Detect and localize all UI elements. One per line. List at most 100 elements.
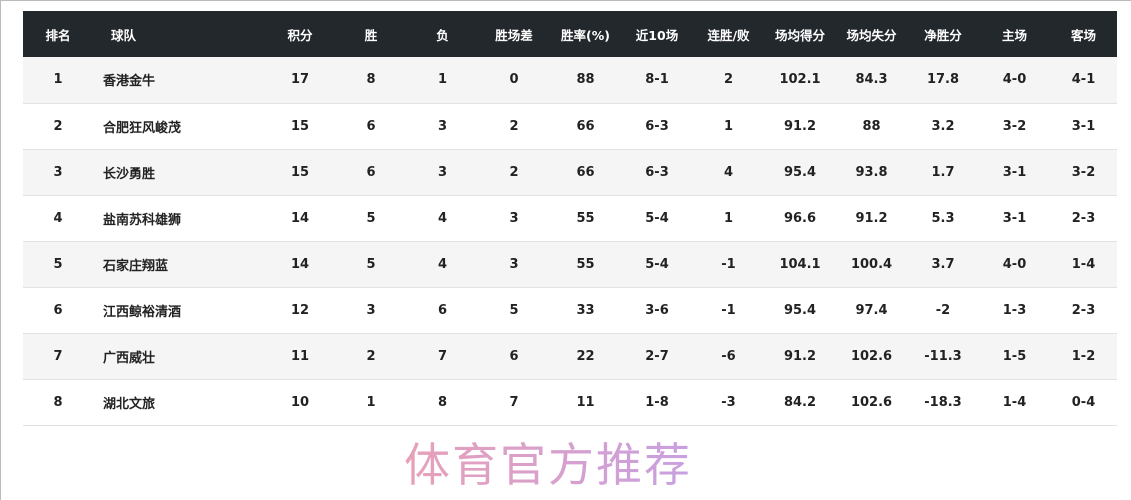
table-row: 5 石家庄翔蓝 14 5 4 3 55 5-4 -1 104.1 100.4 3.7 4-0 1-4: [23, 241, 1117, 287]
table-cell: 4-0: [1002, 256, 1027, 272]
column-header[interactable]: 场均得分: [774, 27, 825, 43]
table-cell: 2-3: [1071, 210, 1096, 226]
table-cell: 1-8: [645, 394, 669, 410]
column-header[interactable]: 负: [436, 27, 449, 43]
table-cell: 84.2: [783, 394, 817, 410]
table-cell: 3: [437, 164, 448, 180]
team-name: 广西威壮: [103, 350, 156, 366]
table-row: 6 江西鲸裕清酒 12 3 6 5 33 3-6 -1 95.4 97.4 -2 1-3 2-3: [23, 287, 1117, 333]
table-cell: 66: [576, 118, 595, 134]
table-cell: 97.4: [855, 302, 888, 318]
column-header[interactable]: 客场: [1070, 27, 1096, 43]
standings-table: 排名 球队 积分胜负胜场差 胜率(%) 近10场 连胜/败 场均得分 场均失分 净胜分 主场 客场 …: [23, 11, 1117, 426]
table-cell: 1: [723, 210, 734, 226]
table-cell: 3: [366, 302, 376, 318]
table-cell: 3: [509, 256, 519, 272]
table-cell: 3-1: [1071, 118, 1096, 134]
table-cell: 1: [53, 72, 63, 88]
table-cell: 3-1: [1002, 164, 1027, 180]
table-cell: 12: [290, 302, 310, 318]
table-cell: 3: [437, 118, 448, 134]
table-cell: 10: [290, 394, 310, 410]
table-cell: 1-5: [1002, 348, 1027, 364]
table-cell: 8-1: [645, 72, 669, 88]
table-cell: 8: [53, 394, 63, 410]
table-cell: 93.8: [855, 164, 888, 180]
table-cell: -2: [935, 302, 951, 318]
team-name: 盐南苏科雄狮: [103, 212, 182, 228]
table-cell: 7: [437, 348, 448, 364]
table-cell: 102.6: [850, 348, 893, 364]
table-cell: 88: [576, 72, 595, 88]
table-cell: -1: [721, 256, 736, 272]
table-cell: 6: [366, 164, 376, 180]
column-header[interactable]: 近10场: [635, 27, 679, 43]
table-cell: 8: [437, 394, 448, 410]
table-cell: 14: [290, 210, 310, 226]
column-header[interactable]: 胜: [364, 27, 378, 43]
table-cell: 1.7: [931, 164, 955, 180]
table-cell: 5-4: [645, 210, 669, 226]
team-name: 湖北文旅: [103, 396, 156, 412]
table-cell: 2-7: [645, 348, 669, 364]
table-cell: 102.6: [850, 394, 893, 410]
table-row: 7 广西威壮 11 2 7 6 22 2-7 -6 91.2 102.6 -11.3 1-5 1-2: [23, 333, 1117, 379]
table-cell: 15: [290, 118, 310, 134]
column-header[interactable]: 场均失分: [846, 27, 897, 43]
table-cell: 6-3: [645, 164, 669, 180]
table-cell: 2: [723, 72, 734, 88]
table-cell: 3-6: [645, 302, 669, 318]
table-cell: 3.2: [931, 118, 955, 134]
table-cell: 11: [576, 394, 595, 410]
table-cell: 8: [366, 72, 376, 88]
table-cell: 1: [366, 394, 376, 410]
watermark: 体育官方推荐: [404, 438, 692, 492]
table-cell: 100.4: [850, 256, 893, 272]
table-cell: 3: [53, 164, 63, 180]
column-header[interactable]: 连胜/败: [707, 27, 750, 43]
team-name: 长沙勇胜: [103, 166, 156, 182]
table-row: 4 盐南苏科雄狮 14 5 4 3 55 5-4 1 96.6 91.2 5.3 3-1 2-3: [23, 195, 1117, 241]
table-cell: 55: [576, 210, 595, 226]
table-cell: 3-2: [1002, 118, 1027, 134]
table-cell: 91.2: [783, 348, 817, 364]
table-cell: 2: [53, 118, 63, 134]
table-cell: 4: [437, 210, 448, 226]
column-header[interactable]: 积分: [287, 27, 313, 43]
table-cell: 5: [366, 256, 376, 272]
team-name: 江西鲸裕清酒: [103, 304, 182, 320]
table-cell: 4: [723, 164, 734, 180]
column-header[interactable]: 净胜分: [924, 27, 962, 43]
table-cell: 0: [509, 72, 519, 88]
table-cell: 102.1: [779, 72, 821, 88]
table-cell: 0-4: [1071, 394, 1096, 410]
table-cell: 14: [290, 256, 310, 272]
table-cell: 6-3: [645, 118, 669, 134]
table-cell: 11: [290, 348, 310, 364]
table-row: 8 湖北文旅 10 1 8 7 11 1-8 -3 84.2 102.6 -18.3 1-4 0-4: [23, 379, 1117, 425]
table-cell: 55: [576, 256, 595, 272]
table-cell: 84.3: [855, 72, 888, 88]
table-cell: -18.3: [924, 394, 962, 410]
table-cell: 17.8: [926, 72, 960, 88]
table-cell: 4-0: [1002, 72, 1027, 88]
table-cell: 7: [53, 348, 63, 364]
table-cell: 17: [290, 72, 310, 88]
column-header[interactable]: 主场: [1001, 27, 1027, 43]
table-row: 3 长沙勇胜 15 6 3 2 66 6-3 4 95.4 93.8 1.7 3-1 3-2: [23, 149, 1117, 195]
table-cell: -6: [721, 348, 736, 364]
column-header[interactable]: 球队: [111, 27, 137, 43]
table-cell: 5-4: [645, 256, 669, 272]
table-row: 1 香港金牛 17 8 1 0 88 8-1 2 102.1 84.3 17.8 4-0 4-1: [23, 57, 1117, 103]
team-name: 合肥狂风峻茂: [103, 120, 182, 136]
column-header[interactable]: 胜率(%): [561, 27, 610, 43]
column-header[interactable]: 胜场差: [495, 27, 533, 43]
table-cell: 1-3: [1002, 302, 1027, 318]
table-cell: 2-3: [1071, 302, 1096, 318]
table-cell: 2: [366, 348, 376, 364]
column-header[interactable]: 排名: [45, 27, 71, 43]
table-cell: 33: [576, 302, 595, 318]
table-cell: 2: [509, 118, 519, 134]
table-cell: 66: [576, 164, 595, 180]
table-cell: 91.2: [855, 210, 888, 226]
